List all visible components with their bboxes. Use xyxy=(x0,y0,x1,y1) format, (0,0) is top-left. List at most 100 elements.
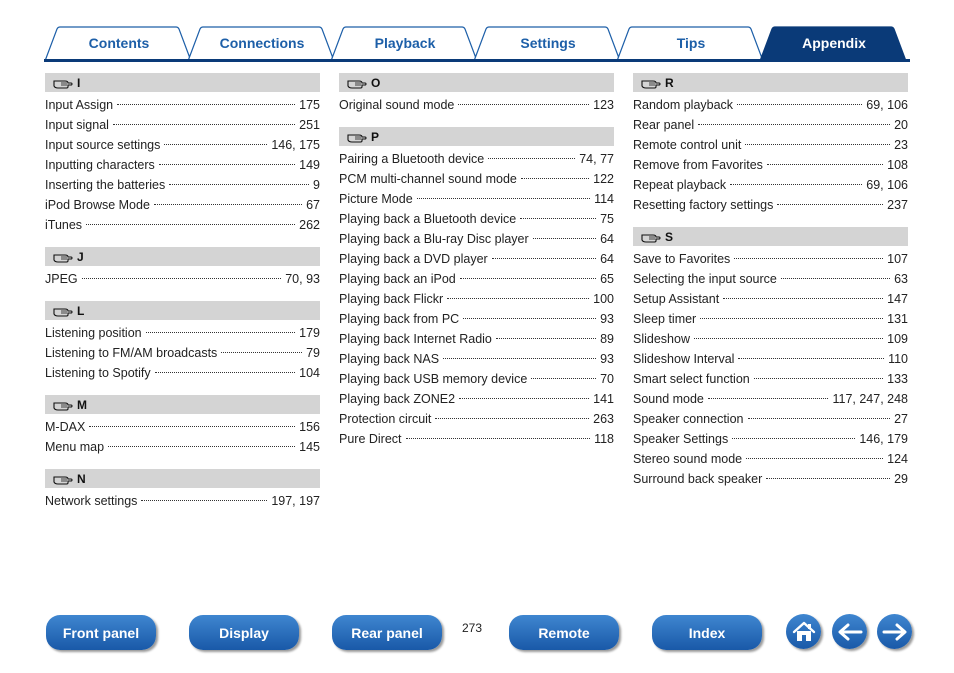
index-entry[interactable]: Selecting the input source 63 xyxy=(633,269,908,289)
entry-page[interactable]: 147 xyxy=(887,292,908,306)
index-entry[interactable]: Random playback 69, 106 xyxy=(633,95,908,115)
entry-page[interactable]: 133 xyxy=(887,372,908,386)
index-entry[interactable]: PCM multi-channel sound mode 122 xyxy=(339,169,614,189)
index-entry[interactable]: Speaker connection 27 xyxy=(633,409,908,429)
index-entry[interactable]: Slideshow Interval 110 xyxy=(633,349,908,369)
entry-page[interactable]: 145 xyxy=(299,440,320,454)
entry-page[interactable]: 69, 106 xyxy=(866,178,908,192)
entry-page[interactable]: 131 xyxy=(887,312,908,326)
index-entry[interactable]: Resetting factory settings 237 xyxy=(633,195,908,215)
forward-button[interactable] xyxy=(877,614,912,649)
index-entry[interactable]: Listening to FM/AM broadcasts 79 xyxy=(45,343,320,363)
index-entry[interactable]: Surround back speaker 29 xyxy=(633,469,908,489)
entry-page[interactable]: 179 xyxy=(299,326,320,340)
entry-page[interactable]: 9 xyxy=(313,178,320,192)
entry-page[interactable]: 124 xyxy=(887,452,908,466)
remote-button[interactable]: Remote xyxy=(509,615,619,650)
entry-page[interactable]: 74, 77 xyxy=(579,152,614,166)
tab-contents[interactable]: Contents xyxy=(44,26,194,62)
entry-page[interactable]: 89 xyxy=(600,332,614,346)
entry-page[interactable]: 104 xyxy=(299,366,320,380)
entry-page[interactable]: 64 xyxy=(600,252,614,266)
entry-page[interactable]: 122 xyxy=(593,172,614,186)
display-button[interactable]: Display xyxy=(189,615,299,650)
entry-page[interactable]: 141 xyxy=(593,392,614,406)
index-entry[interactable]: iPod Browse Mode 67 xyxy=(45,195,320,215)
index-entry[interactable]: Rear panel 20 xyxy=(633,115,908,135)
index-entry[interactable]: Input Assign 175 xyxy=(45,95,320,115)
entry-page[interactable]: 251 xyxy=(299,118,320,132)
tab-playback[interactable]: Playback xyxy=(330,26,480,62)
entry-page[interactable]: 69, 106 xyxy=(866,98,908,112)
index-entry[interactable]: Sound mode 117, 247, 248 xyxy=(633,389,908,409)
entry-page[interactable]: 65 xyxy=(600,272,614,286)
entry-page[interactable]: 75 xyxy=(600,212,614,226)
entry-page[interactable]: 114 xyxy=(594,192,614,206)
index-entry[interactable]: Listening position 179 xyxy=(45,323,320,343)
index-entry[interactable]: Inserting the batteries 9 xyxy=(45,175,320,195)
index-entry[interactable]: Playing back Flickr 100 xyxy=(339,289,614,309)
index-entry[interactable]: Playing back ZONE2 141 xyxy=(339,389,614,409)
index-entry[interactable]: Playing back a Bluetooth device 75 xyxy=(339,209,614,229)
entry-page[interactable]: 29 xyxy=(894,472,908,486)
entry-page[interactable]: 149 xyxy=(299,158,320,172)
index-entry[interactable]: M-DAX 156 xyxy=(45,417,320,437)
index-entry[interactable]: Playing back Internet Radio 89 xyxy=(339,329,614,349)
entry-page[interactable]: 67 xyxy=(306,198,320,212)
index-entry[interactable]: Remove from Favorites 108 xyxy=(633,155,908,175)
index-entry[interactable]: Picture Mode 114 xyxy=(339,189,614,209)
index-entry[interactable]: Original sound mode 123 xyxy=(339,95,614,115)
index-entry[interactable]: Listening to Spotify 104 xyxy=(45,363,320,383)
index-entry[interactable]: JPEG 70, 93 xyxy=(45,269,320,289)
home-button[interactable] xyxy=(786,614,821,649)
entry-page[interactable]: 64 xyxy=(600,232,614,246)
index-entry[interactable]: Playing back an iPod 65 xyxy=(339,269,614,289)
entry-page[interactable]: 262 xyxy=(299,218,320,232)
index-entry[interactable]: Playing back NAS 93 xyxy=(339,349,614,369)
entry-page[interactable]: 79 xyxy=(306,346,320,360)
entry-page[interactable]: 175 xyxy=(299,98,320,112)
entry-page[interactable]: 107 xyxy=(887,252,908,266)
entry-page[interactable]: 156 xyxy=(299,420,320,434)
entry-page[interactable]: 27 xyxy=(894,412,908,426)
tab-connections[interactable]: Connections xyxy=(187,26,337,62)
entry-page[interactable]: 146, 179 xyxy=(859,432,908,446)
index-button[interactable]: Index xyxy=(652,615,762,650)
entry-page[interactable]: 110 xyxy=(888,352,908,366)
index-entry[interactable]: Sleep timer 131 xyxy=(633,309,908,329)
entry-page[interactable]: 263 xyxy=(593,412,614,426)
entry-page[interactable]: 93 xyxy=(600,352,614,366)
index-entry[interactable]: Playing back from PC 93 xyxy=(339,309,614,329)
index-entry[interactable]: Playing back a DVD player 64 xyxy=(339,249,614,269)
entry-page[interactable]: 108 xyxy=(887,158,908,172)
index-entry[interactable]: Smart select function 133 xyxy=(633,369,908,389)
index-entry[interactable]: Stereo sound mode 124 xyxy=(633,449,908,469)
entry-page[interactable]: 93 xyxy=(600,312,614,326)
index-entry[interactable]: Slideshow 109 xyxy=(633,329,908,349)
index-entry[interactable]: Pure Direct 118 xyxy=(339,429,614,449)
index-entry[interactable]: Setup Assistant 147 xyxy=(633,289,908,309)
entry-page[interactable]: 63 xyxy=(894,272,908,286)
index-entry[interactable]: Speaker Settings 146, 179 xyxy=(633,429,908,449)
index-entry[interactable]: Input source settings 146, 175 xyxy=(45,135,320,155)
entry-page[interactable]: 70 xyxy=(600,372,614,386)
entry-page[interactable]: 109 xyxy=(887,332,908,346)
entry-page[interactable]: 70, 93 xyxy=(285,272,320,286)
entry-page[interactable]: 197, 197 xyxy=(271,494,320,508)
index-entry[interactable]: Remote control unit 23 xyxy=(633,135,908,155)
entry-page[interactable]: 20 xyxy=(894,118,908,132)
index-entry[interactable]: Repeat playback 69, 106 xyxy=(633,175,908,195)
index-entry[interactable]: Playing back a Blu-ray Disc player 64 xyxy=(339,229,614,249)
back-button[interactable] xyxy=(832,614,867,649)
entry-page[interactable]: 117, 247, 248 xyxy=(832,392,908,406)
rear-panel-button[interactable]: Rear panel xyxy=(332,615,442,650)
index-entry[interactable]: Network settings 197, 197 xyxy=(45,491,320,511)
entry-page[interactable]: 23 xyxy=(894,138,908,152)
index-entry[interactable]: Input signal 251 xyxy=(45,115,320,135)
entry-page[interactable]: 146, 175 xyxy=(271,138,320,152)
index-entry[interactable]: Inputting characters 149 xyxy=(45,155,320,175)
entry-page[interactable]: 100 xyxy=(593,292,614,306)
index-entry[interactable]: iTunes 262 xyxy=(45,215,320,235)
index-entry[interactable]: Menu map 145 xyxy=(45,437,320,457)
front-panel-button[interactable]: Front panel xyxy=(46,615,156,650)
